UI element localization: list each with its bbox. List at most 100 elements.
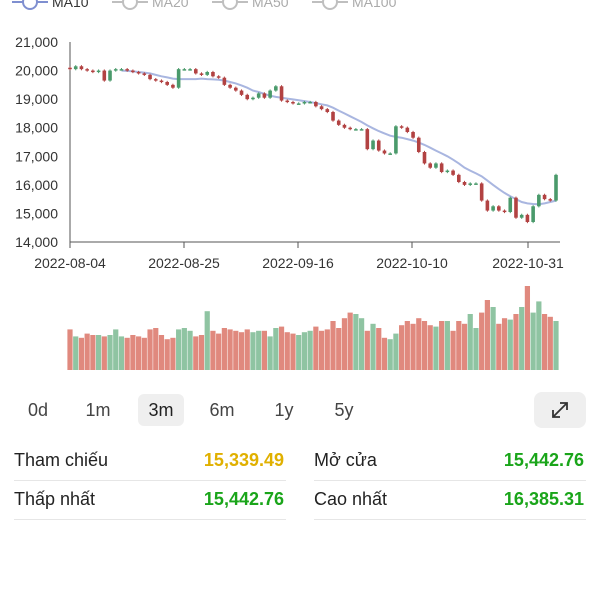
candle-body bbox=[102, 70, 107, 81]
volume-bar bbox=[290, 333, 296, 370]
ma10-line bbox=[121, 69, 557, 206]
volume-bar bbox=[324, 329, 330, 370]
legend-item-ma10[interactable]: MA10 bbox=[12, 0, 89, 12]
candle-body bbox=[462, 182, 467, 185]
range-button-3m[interactable]: 3m bbox=[138, 394, 184, 426]
volume-bar bbox=[387, 339, 393, 370]
volume-bar bbox=[210, 330, 216, 370]
candle-body bbox=[296, 103, 301, 105]
candle-body bbox=[348, 127, 352, 130]
candle-body bbox=[159, 80, 164, 83]
candle-body bbox=[319, 106, 324, 110]
candle-body bbox=[371, 140, 375, 150]
candle-body bbox=[176, 69, 181, 88]
candle-body bbox=[382, 150, 387, 154]
stat-low: Thấp nhất 15,442.76 bbox=[14, 481, 286, 520]
candle-body bbox=[136, 72, 141, 74]
volume-bar bbox=[307, 330, 313, 370]
candle-body bbox=[131, 70, 135, 73]
volume-bar bbox=[530, 312, 536, 370]
legend-item-ma100[interactable]: MA100 bbox=[312, 0, 396, 12]
volume-bar bbox=[95, 335, 102, 370]
candle-body bbox=[268, 90, 272, 98]
volume-bar bbox=[153, 328, 159, 370]
volume-bar bbox=[353, 314, 359, 370]
volume-bar bbox=[513, 314, 519, 370]
volume-bar bbox=[479, 312, 485, 370]
range-button-6m[interactable]: 6m bbox=[209, 400, 235, 420]
stat-open: Mở cửa 15,442.76 bbox=[314, 442, 586, 481]
legend-line-icon bbox=[12, 0, 48, 10]
volume-bar bbox=[467, 314, 473, 370]
candle-body bbox=[365, 129, 370, 150]
time-range-selector: 0d 1m 3m 6m 1y 5y bbox=[0, 390, 600, 430]
volume-bar bbox=[261, 330, 267, 370]
legend-line-icon bbox=[112, 0, 148, 10]
volume-bar bbox=[547, 316, 553, 370]
volume-bar bbox=[404, 321, 410, 370]
candle-body bbox=[502, 210, 507, 213]
candle-body bbox=[142, 73, 147, 75]
volume-bar bbox=[416, 318, 422, 370]
candle-body bbox=[457, 174, 461, 182]
volume-bar bbox=[164, 339, 170, 370]
stat-value: 15,442.76 bbox=[503, 450, 584, 470]
candle-body bbox=[434, 163, 438, 168]
volume-bar bbox=[336, 328, 342, 370]
volume-bar bbox=[359, 318, 365, 370]
candle-body bbox=[279, 86, 284, 101]
candle-body bbox=[331, 112, 335, 121]
volume-bar bbox=[227, 329, 233, 370]
candle-body bbox=[125, 69, 129, 71]
range-button-1y[interactable]: 1y bbox=[274, 400, 294, 420]
stat-label: Tham chiếu bbox=[14, 450, 109, 470]
legend-line-icon bbox=[212, 0, 248, 10]
legend-item-ma50[interactable]: MA50 bbox=[212, 0, 289, 12]
candle-body bbox=[302, 102, 307, 104]
stat-label: Thấp nhất bbox=[14, 489, 96, 509]
y-tick-label: 14,000 bbox=[15, 234, 58, 250]
candle-body bbox=[79, 66, 84, 70]
candle-body bbox=[68, 67, 72, 70]
range-button-5y[interactable]: 5y bbox=[334, 400, 354, 420]
candle-body bbox=[262, 93, 267, 98]
candle-body bbox=[508, 197, 513, 212]
x-tick-label: 2022-10-31 bbox=[492, 255, 564, 271]
volume-bar bbox=[107, 335, 113, 370]
volume-bar bbox=[439, 321, 445, 370]
volume-bar bbox=[536, 301, 542, 370]
candle-body bbox=[73, 66, 78, 70]
range-button-1m[interactable]: 1m bbox=[85, 400, 111, 420]
x-tick-label: 2022-10-10 bbox=[376, 255, 448, 271]
candle-body bbox=[359, 129, 364, 131]
candle-body bbox=[354, 129, 358, 131]
candle-body bbox=[405, 127, 410, 132]
candle-body bbox=[245, 94, 250, 100]
volume-bar bbox=[124, 337, 130, 370]
volume-bar bbox=[136, 336, 142, 370]
candle-body bbox=[439, 163, 444, 172]
volume-bar bbox=[118, 336, 125, 370]
volume-bar bbox=[490, 307, 496, 370]
candle-body bbox=[216, 76, 221, 78]
range-button-0d[interactable]: 0d bbox=[27, 400, 49, 420]
volume-bar bbox=[193, 336, 199, 370]
volume-bar bbox=[158, 335, 165, 370]
expand-button[interactable] bbox=[534, 392, 586, 428]
volume-bar bbox=[73, 336, 79, 370]
volume-bar bbox=[484, 300, 490, 370]
candle-body bbox=[165, 82, 169, 85]
x-tick-label: 2022-08-25 bbox=[148, 255, 220, 271]
volume-bar bbox=[313, 326, 319, 370]
candle-body bbox=[222, 77, 227, 85]
candle-body bbox=[153, 79, 158, 81]
y-tick-label: 21,000 bbox=[15, 34, 58, 50]
volume-bar bbox=[393, 333, 399, 370]
chart-legend: MA10 MA20 MA50 MA100 bbox=[0, 0, 600, 12]
stat-label: Cao nhất bbox=[314, 489, 388, 509]
legend-item-ma20[interactable]: MA20 bbox=[112, 0, 189, 12]
candle-body bbox=[531, 206, 535, 222]
volume-bar bbox=[267, 336, 273, 370]
volume-bar bbox=[284, 332, 290, 370]
y-tick-label: 20,000 bbox=[15, 63, 58, 79]
